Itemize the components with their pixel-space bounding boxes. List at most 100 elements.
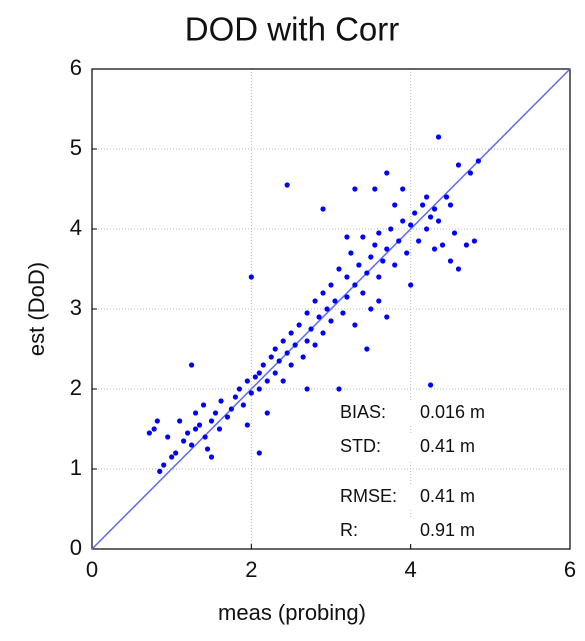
y-tick-label: 5	[70, 135, 82, 160]
x-tick-label: 6	[564, 557, 576, 582]
point	[451, 230, 458, 236]
point	[204, 446, 211, 452]
point	[352, 186, 358, 192]
point	[212, 410, 219, 416]
point	[320, 330, 326, 336]
point	[344, 274, 350, 280]
point	[412, 210, 418, 216]
annotation-label: BIAS:	[340, 402, 386, 422]
point	[312, 298, 318, 304]
point	[475, 158, 481, 164]
point	[372, 186, 378, 192]
point	[368, 254, 374, 260]
point	[348, 250, 354, 256]
point	[154, 418, 160, 424]
point	[151, 426, 157, 432]
point	[185, 430, 191, 436]
point	[208, 418, 215, 424]
point	[427, 382, 434, 388]
point	[169, 454, 175, 460]
x-axis-label: meas (probing)	[218, 600, 366, 625]
point	[467, 170, 474, 176]
point	[192, 410, 199, 416]
point	[312, 342, 318, 348]
point	[316, 314, 322, 320]
point	[344, 294, 350, 300]
point	[424, 226, 430, 232]
point	[324, 306, 330, 312]
point	[364, 346, 370, 352]
point	[248, 390, 254, 396]
point	[308, 326, 314, 332]
point	[384, 314, 390, 320]
point	[455, 266, 462, 272]
point	[284, 350, 290, 356]
point	[360, 290, 366, 296]
point	[260, 362, 266, 368]
point	[368, 306, 374, 312]
y-tick-label: 4	[70, 215, 82, 240]
point	[443, 194, 450, 200]
point	[320, 206, 326, 212]
point	[304, 338, 310, 344]
point	[181, 438, 187, 444]
reference-line	[91, 68, 571, 550]
point	[300, 354, 306, 360]
point	[388, 226, 394, 232]
point	[463, 242, 470, 248]
point	[400, 186, 406, 192]
point	[427, 214, 434, 220]
point	[435, 218, 442, 224]
annotation-value: 0.016 m	[420, 402, 485, 422]
point	[188, 362, 195, 368]
plot-frame	[91, 68, 571, 550]
annotation-value: 0.91 m	[420, 520, 475, 540]
point	[340, 310, 346, 316]
point	[288, 330, 294, 336]
point	[240, 402, 246, 408]
y-tick-label: 0	[70, 535, 82, 560]
point	[328, 318, 334, 324]
annotation-label: R:	[340, 520, 358, 540]
annotation-bg	[335, 434, 510, 460]
point	[416, 238, 422, 244]
point	[328, 282, 334, 288]
point	[420, 202, 426, 208]
point	[268, 354, 274, 360]
x-tick-label: 2	[245, 557, 257, 582]
point	[256, 370, 262, 376]
point	[439, 242, 446, 248]
point	[356, 262, 362, 268]
point	[173, 450, 179, 456]
point	[296, 322, 302, 328]
point	[280, 338, 286, 344]
point	[218, 398, 224, 404]
point	[264, 410, 270, 416]
point	[332, 298, 338, 304]
point	[408, 282, 414, 288]
point	[431, 206, 438, 212]
y-tick-label: 6	[70, 55, 82, 80]
point	[192, 426, 199, 432]
point	[392, 202, 398, 208]
point	[376, 274, 382, 280]
point	[280, 378, 286, 384]
point	[188, 442, 195, 448]
point	[200, 402, 207, 408]
annotation-value: 0.41 m	[420, 436, 475, 456]
point	[202, 434, 208, 440]
point	[276, 358, 282, 364]
x-tick-label: 0	[86, 557, 98, 582]
point	[288, 362, 294, 368]
point	[384, 170, 390, 176]
point	[320, 290, 326, 296]
y-tick-label: 2	[70, 375, 82, 400]
point	[304, 386, 310, 392]
annotation-bg	[335, 518, 510, 544]
point	[408, 222, 414, 228]
point	[380, 258, 386, 264]
point	[161, 462, 167, 468]
point	[372, 242, 378, 248]
point	[404, 250, 410, 256]
